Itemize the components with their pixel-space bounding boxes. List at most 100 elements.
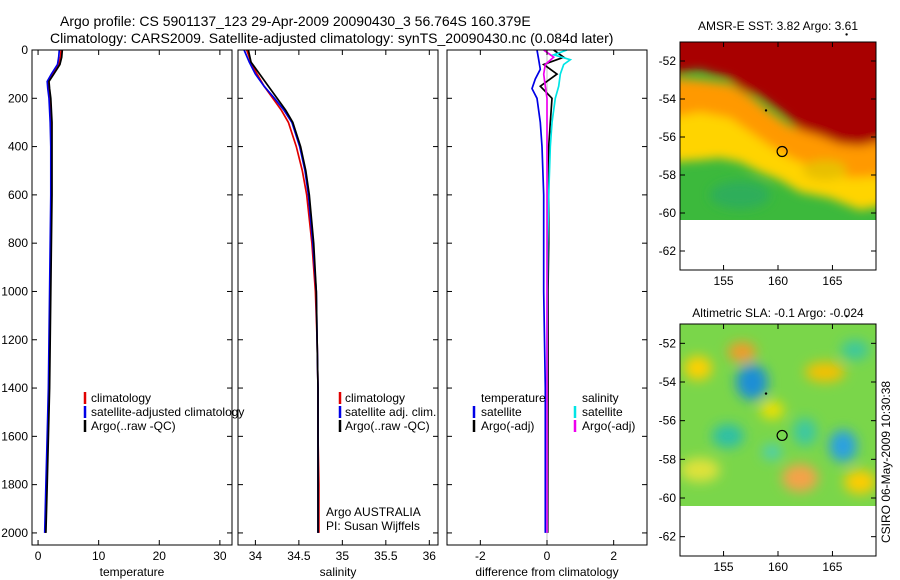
sst-field <box>680 42 876 270</box>
plot-frame <box>31 49 233 546</box>
y-tick-label: 600 <box>8 188 28 202</box>
title-line-1: Argo profile: CS 5901137_123 29-Apr-2009… <box>60 13 531 29</box>
y-tick-label: -60 <box>659 491 677 505</box>
series-line-red <box>245 49 320 533</box>
x-tick-label: 30 <box>213 549 227 563</box>
x-tick-label: 160 <box>768 560 788 574</box>
x-tick-label: 10 <box>92 549 106 563</box>
y-tick-label: -56 <box>659 414 677 428</box>
sst-orange-band <box>680 78 876 178</box>
x-tick-label: -2 <box>475 549 486 563</box>
y-tick-label: -52 <box>659 54 677 68</box>
sla-high-6 <box>680 458 720 482</box>
x-tick-label: 34 <box>249 549 263 563</box>
sla-low-6 <box>841 340 869 360</box>
sla-low-2 <box>829 430 857 462</box>
legend-label-climatology: climatology <box>91 391 151 405</box>
y-tick-label: -60 <box>659 206 677 220</box>
x-axis-label: salinity <box>320 565 357 579</box>
island-speck <box>764 109 768 112</box>
x-tick-label: 35.5 <box>374 549 398 563</box>
temperature-legend: climatology satellite-adjusted climatolo… <box>83 391 244 433</box>
series-line-black <box>247 49 319 533</box>
annotation-argo-australia: Argo AUSTRALIA <box>326 505 421 519</box>
argo-position-marker <box>776 429 788 442</box>
legend-label-temp-satellite: satellite <box>481 405 522 419</box>
y-tick-label: 1800 <box>1 478 28 492</box>
sst-warm-patch <box>803 160 847 180</box>
y-tick-label: -58 <box>659 452 677 466</box>
y-tick-label: -54 <box>659 92 677 106</box>
sst-map-title: AMSR-E SST: 3.82 Argo: 3.61 <box>698 19 858 33</box>
difference-panel: -2 0 2 difference from climatology <box>446 49 648 579</box>
legend-label-satellite-adj: satellite adj. clim. <box>345 405 436 419</box>
y-tick-label: -52 <box>659 336 677 350</box>
y-tick-label: 400 <box>8 140 28 154</box>
credit-timestamp: CSIRO 06-May-2009 10:30:38 <box>879 381 893 543</box>
y-tick-label: 2000 <box>1 526 28 540</box>
x-tick-label: 2 <box>610 549 617 563</box>
sla-field <box>680 324 876 556</box>
legend-label-sal-satellite: satellite <box>582 405 623 419</box>
island-speck <box>764 392 768 395</box>
sla-high-1 <box>728 342 756 362</box>
y-tick-label: 1000 <box>1 284 28 298</box>
sla-high-4 <box>782 464 818 492</box>
y-tick-label: 0 <box>21 43 28 57</box>
y-tick-label: 1600 <box>1 429 28 443</box>
x-tick-label: 36 <box>423 549 437 563</box>
series-line-blue <box>243 49 319 533</box>
sst-no-data <box>680 220 876 270</box>
sla-low-3 <box>712 424 744 448</box>
sla-low-5 <box>762 444 782 460</box>
sla-map-title: Altimetric SLA: -0.1 Argo: -0.024 <box>692 306 864 320</box>
legend-label-temp-argo: Argo(-adj) <box>481 419 534 433</box>
x-axis-label: temperature <box>100 565 165 579</box>
title-line-2: Climatology: CARS2009. Satellite-adjuste… <box>50 30 613 46</box>
argo-position-marker <box>776 145 788 158</box>
legend-label-argo: Argo(..raw -QC) <box>91 419 176 433</box>
island-speck <box>845 315 848 318</box>
x-axis-label: difference from climatology <box>475 565 618 579</box>
y-tick-label: 1400 <box>1 381 28 395</box>
x-tick-label: 155 <box>714 274 734 288</box>
legend-label-argo: Argo(..raw -QC) <box>345 419 430 433</box>
annotation-pi: PI: Susan Wijffels <box>326 519 420 533</box>
sla-high-5 <box>844 470 876 494</box>
temperature-panel: 0 10 20 30 0 200 400 600 800 1000 1200 1400 1600 1800… <box>1 43 233 579</box>
x-tick-label: 20 <box>153 549 167 563</box>
series-line-black <box>45 49 64 533</box>
x-tick-label: 34.5 <box>287 549 311 563</box>
series-line-magenta <box>542 49 556 533</box>
legend-label-sal-argo: Argo(-adj) <box>582 419 635 433</box>
x-tick-label: 165 <box>822 274 842 288</box>
legend-label-climatology: climatology <box>345 391 405 405</box>
y-tick-label: 200 <box>8 91 28 105</box>
legend-title-salinity: salinity <box>582 391 619 405</box>
x-tick-label: 160 <box>768 274 788 288</box>
sla-low-1 <box>736 364 768 400</box>
legend-title-temperature: temperature <box>481 391 546 405</box>
difference-legend: temperature salinity satellite Argo(-adj… <box>472 391 635 433</box>
sla-map-axes: 155 160 165 -52 -54 -56 -58 -60 -62 <box>659 315 877 574</box>
sst-cool-patch <box>710 181 770 209</box>
sla-no-data <box>680 506 876 556</box>
y-tick-label: -62 <box>659 530 677 544</box>
y-tick-label: -56 <box>659 130 677 144</box>
salinity-panel: 34 34.5 35 35.5 36 salinity <box>237 49 439 579</box>
x-tick-label: 0 <box>544 549 551 563</box>
salinity-legend: climatology satellite adj. clim. Argo(..… <box>326 391 436 533</box>
island-speck <box>845 33 848 36</box>
plot-frame <box>237 49 439 546</box>
y-tick-label: 1200 <box>1 333 28 347</box>
sla-high-2 <box>684 356 712 380</box>
sst-map-axes: 155 160 165 -52 -54 -56 -58 -60 -62 <box>659 33 877 288</box>
x-tick-label: 155 <box>714 560 734 574</box>
legend-label-satellite-adjusted: satellite-adjusted climatology <box>91 405 244 419</box>
sst-warm-region <box>680 42 876 146</box>
series-line-blue <box>531 49 547 533</box>
x-tick-label: 165 <box>822 560 842 574</box>
sla-low-4 <box>793 418 817 446</box>
series-line-blue <box>43 49 61 533</box>
